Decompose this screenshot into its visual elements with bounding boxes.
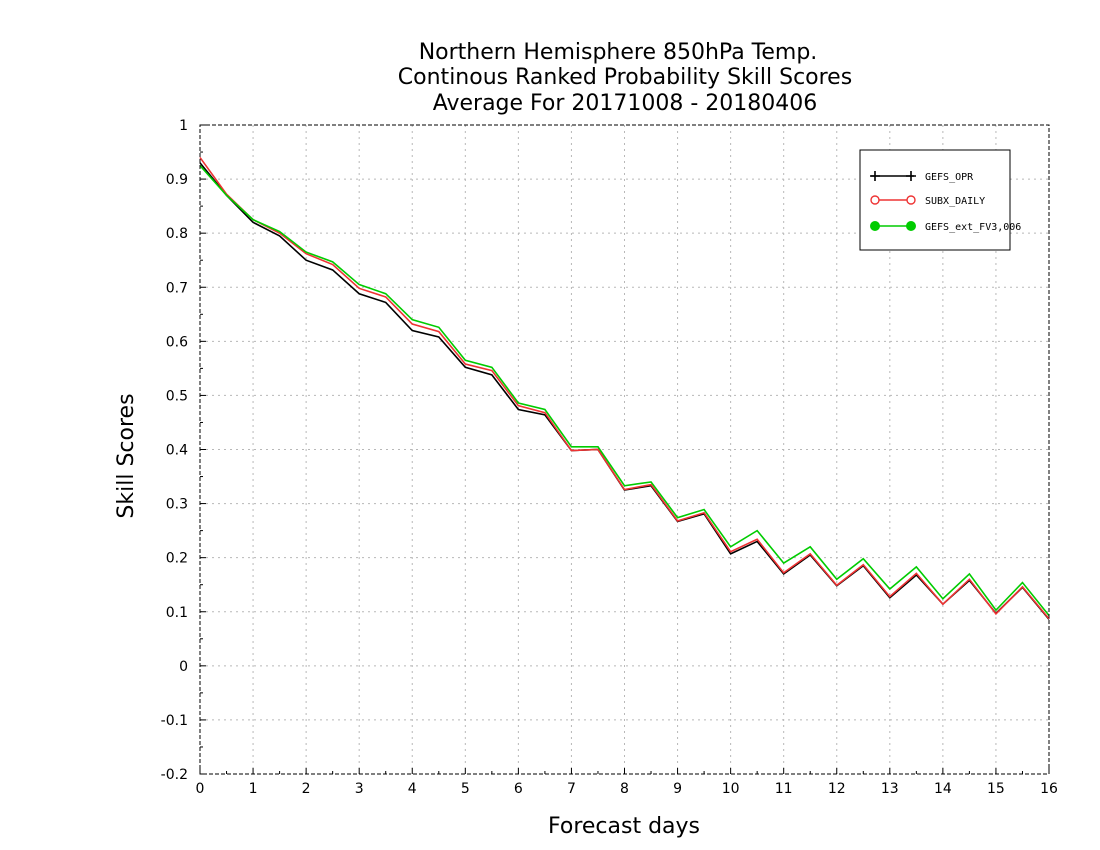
x-tick-label: 3 [355,781,364,797]
legend-label: GEFS_OPR [925,172,974,183]
x-tick-label: 9 [673,781,682,797]
title-line-3: Average For 20171008 - 20180406 [433,91,818,116]
y-tick-label: -0.1 [161,713,188,729]
x-tick-label: 4 [408,781,417,797]
chart-title: Northern Hemisphere 850hPa Temp. Contino… [398,40,852,116]
legend: GEFS_OPR SUBX_DAILY GEFS_ext_FV3,006 [859,149,1021,251]
series-line-gefs-ext-fv3-006 [199,165,1050,617]
grid [200,125,1049,774]
x-tick-label: 8 [620,781,629,797]
plot-frame [199,124,1050,775]
y-tick-label: 0 [179,659,188,675]
y-tick-label: 0.6 [166,334,188,350]
x-tick-label: 10 [722,781,740,797]
x-axis-ticks: 0 1 2 3 4 5 6 7 8 9 10 11 12 13 14 15 16 [196,768,1058,797]
title-line-2: Continous Ranked Probability Skill Score… [398,65,852,90]
y-tick-label: -0.2 [161,767,188,783]
legend-marker-plus [906,171,916,181]
legend-label: SUBX_DAILY [925,196,985,207]
x-tick-label: 16 [1040,781,1058,797]
x-tick-label: 7 [567,781,576,797]
legend-entry: GEFS_OPR [870,171,974,183]
y-axis-label: Skill Scores [114,393,139,518]
legend-entry: GEFS_ext_FV3,006 [870,221,1021,233]
legend-marker-open-circle [906,195,916,205]
x-tick-label: 5 [461,781,470,797]
x-axis-label: Forecast days [548,814,700,839]
y-tick-label: 1 [179,118,188,134]
y-tick-label: 0.5 [166,388,188,404]
y-tick-label: 0.3 [166,497,188,513]
x-tick-label: 14 [934,781,952,797]
x-tick-label: 0 [196,781,205,797]
x-tick-label: 11 [775,781,793,797]
legend-marker-plus [870,171,880,181]
y-axis-ticks: -0.2 -0.1 0 0.1 0.2 0.3 0.4 0.5 0.6 0.7 0.8 0.9 1 [161,118,206,783]
y-tick-label: 0.4 [166,443,188,459]
y-tick-label: 0.8 [166,226,188,242]
title-line-1: Northern Hemisphere 850hPa Temp. [419,40,818,65]
legend-label: GEFS_ext_FV3,006 [925,222,1021,233]
x-tick-label: 15 [987,781,1005,797]
series-layer [199,156,1050,620]
legend-entry: SUBX_DAILY [870,195,985,207]
legend-marker-filled-circle [870,221,880,231]
y-tick-label: 0.2 [166,551,188,567]
legend-marker-filled-circle [906,221,916,231]
x-tick-label: 6 [514,781,523,797]
y-tick-label: 0.7 [166,280,188,296]
y-tick-label: 0.1 [166,605,188,621]
x-tick-label: 13 [881,781,899,797]
series-line-subx-daily [199,156,1050,620]
y-tick-label: 0.9 [166,172,188,188]
legend-marker-open-circle [870,195,880,205]
x-tick-label: 2 [302,781,311,797]
x-tick-label: 12 [828,781,846,797]
x-tick-label: 1 [249,781,258,797]
